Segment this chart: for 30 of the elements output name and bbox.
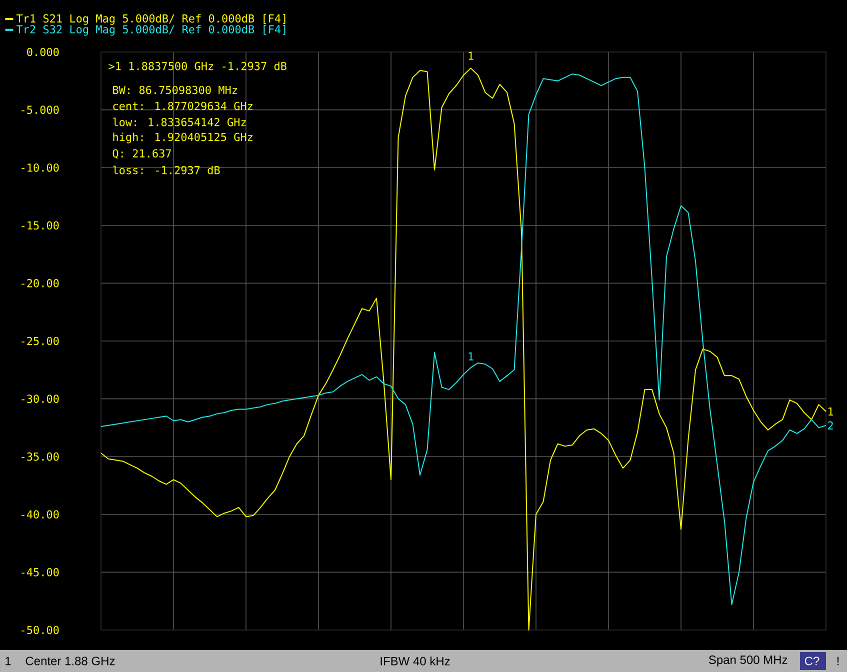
annotation: cent: 1.877029634 GHz bbox=[113, 102, 252, 110]
annotation: 1 bbox=[468, 52, 474, 60]
annotation: >1 1.8837500 GHz -1.2937 dB bbox=[108, 62, 286, 70]
annotation: high: 1.920405125 GHz bbox=[113, 132, 252, 144]
text: Center 1.88 GHz bbox=[26, 656, 115, 666]
y-tick-label: -5.000 bbox=[22, 106, 59, 114]
text: C? bbox=[804, 656, 820, 666]
text: 2 bbox=[828, 421, 833, 430]
legend-label: Tr2 S32 Log Mag 5.000dB/ Ref 0.000dB [F4] bbox=[16, 24, 286, 36]
y-tick-label: -10.00 bbox=[22, 163, 59, 172]
annotation: loss: -1.2937 dB bbox=[113, 166, 220, 174]
legend-label: Tr1 S21 Log Mag 5.000dB/ Ref 0.000dB [F4] bbox=[16, 14, 286, 25]
text: 1 bbox=[6, 656, 11, 666]
y-tick-label: -45.00 bbox=[22, 568, 59, 576]
text: IFBW 40 kHz bbox=[380, 656, 450, 666]
y-tick-label: -25.00 bbox=[22, 336, 59, 346]
annotation: 1 bbox=[468, 352, 474, 360]
text: Span 500 MHz bbox=[708, 656, 788, 666]
annotation: Q: 21.637 bbox=[112, 149, 171, 159]
text: ! bbox=[837, 656, 839, 666]
y-tick-label: -30.00 bbox=[22, 394, 59, 403]
y-tick-label: -40.00 bbox=[22, 510, 59, 519]
y-tick-label: -15.00 bbox=[22, 221, 59, 230]
y-tick-label: 0.000 bbox=[27, 48, 59, 56]
y-tick-label: -50.00 bbox=[22, 626, 59, 634]
y-tick-label: -20.00 bbox=[22, 279, 59, 288]
annotation: low: 1.833654142 GHz bbox=[113, 118, 246, 126]
y-tick-label: -35.00 bbox=[22, 452, 59, 461]
annotation: BW: 86.75098300 MHz bbox=[113, 86, 237, 94]
text: 1 bbox=[828, 408, 834, 416]
